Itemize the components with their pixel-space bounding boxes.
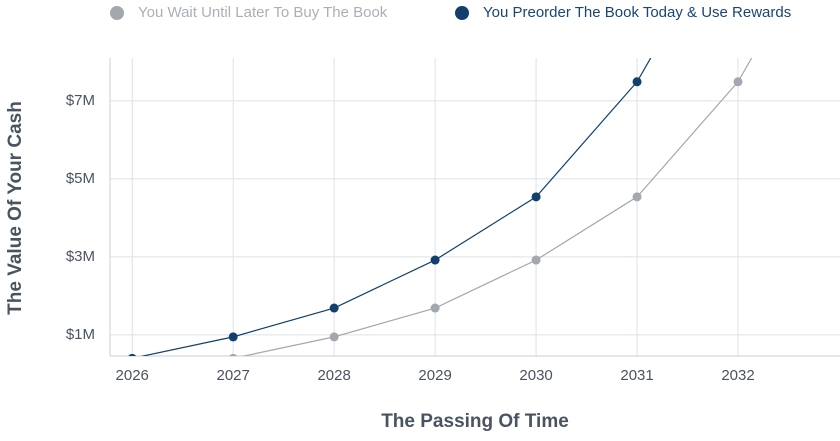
data-point bbox=[228, 332, 238, 342]
x-axis-title: The Passing Of Time bbox=[381, 411, 569, 432]
data-point bbox=[329, 303, 339, 313]
y-tick-label: $3M bbox=[66, 248, 95, 265]
data-point bbox=[128, 353, 137, 356]
data-point bbox=[229, 353, 238, 356]
data-point bbox=[430, 255, 440, 265]
y-tick-label: $7M bbox=[66, 92, 95, 109]
x-tick-label: 2032 bbox=[721, 367, 754, 384]
x-tick-label: 2030 bbox=[519, 367, 552, 384]
data-point bbox=[632, 77, 642, 87]
legend-marker bbox=[110, 6, 124, 20]
plot-area bbox=[128, 58, 753, 356]
data-point bbox=[531, 192, 541, 202]
legend: You Wait Until Later To Buy The Book You … bbox=[110, 4, 791, 21]
y-axis-title: The Value Of Your Cash bbox=[5, 101, 26, 315]
legend-label: You Preorder The Book Today & Use Reward… bbox=[483, 4, 791, 21]
data-point bbox=[329, 332, 339, 342]
y-tick-label: $1M bbox=[66, 326, 95, 343]
x-tick-label: 2031 bbox=[620, 367, 653, 384]
y-tick-label: $5M bbox=[66, 170, 95, 187]
axes: 2026 2027 2028 2029 2030 2031 2032 $1M $3M $5M $7M bbox=[66, 92, 755, 384]
data-point bbox=[531, 255, 541, 265]
legend-marker bbox=[455, 6, 469, 20]
data-point bbox=[632, 192, 642, 202]
x-tick-label: 2028 bbox=[317, 367, 350, 384]
x-tick-label: 2027 bbox=[216, 367, 249, 384]
x-tick-label: 2029 bbox=[418, 367, 451, 384]
data-point bbox=[733, 77, 743, 87]
grid bbox=[110, 58, 840, 356]
x-tick-label: 2026 bbox=[116, 367, 149, 384]
legend-label: You Wait Until Later To Buy The Book bbox=[138, 4, 388, 21]
data-point bbox=[430, 303, 440, 313]
